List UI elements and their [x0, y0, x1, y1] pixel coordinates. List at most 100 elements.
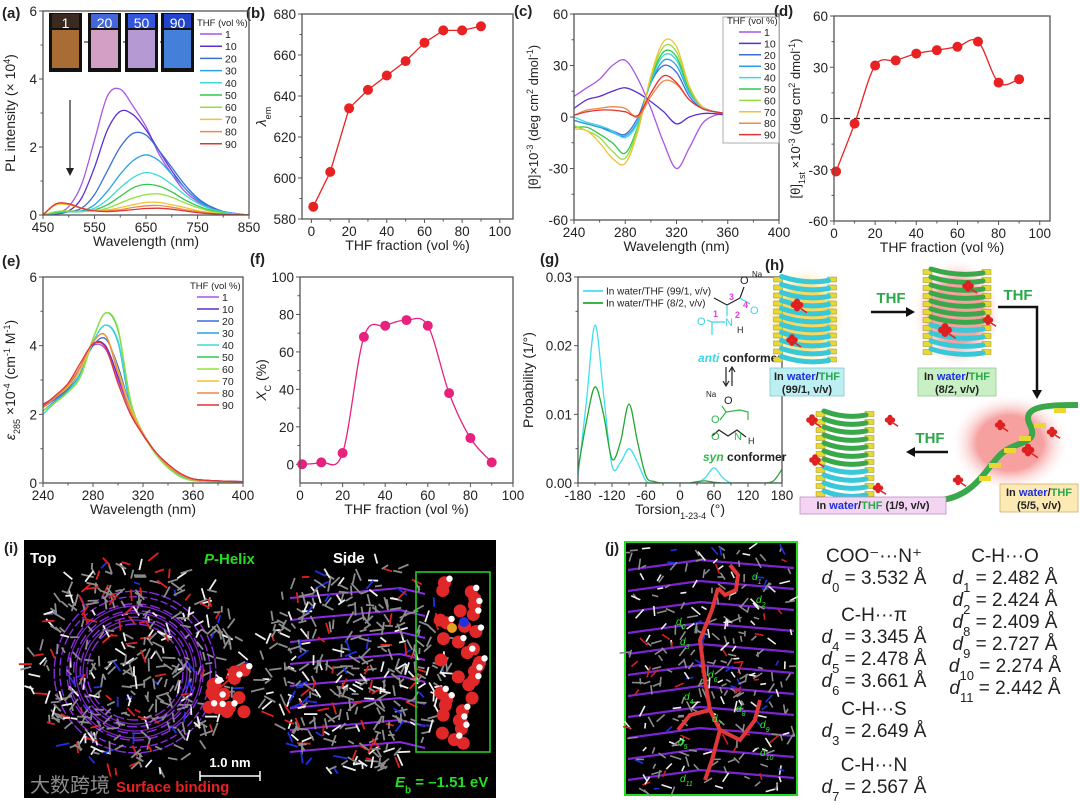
bond	[722, 553, 726, 559]
vial-label: 1	[62, 15, 70, 31]
bond	[327, 577, 332, 592]
legend-entry: 40	[764, 73, 776, 85]
helix-strand	[928, 298, 986, 309]
legend-entry: 80	[225, 127, 237, 139]
axis-label-part: -3	[787, 138, 797, 146]
binding-energy-label: Eb = –1.51 eV	[395, 774, 488, 796]
bond	[685, 701, 693, 713]
bond	[265, 691, 274, 695]
bond	[298, 639, 302, 651]
bond	[114, 767, 118, 776]
bond	[731, 616, 742, 623]
bond	[53, 703, 62, 712]
bond	[300, 716, 306, 727]
bond	[321, 603, 334, 611]
bond	[387, 648, 394, 661]
bond	[764, 737, 772, 748]
bond	[379, 761, 387, 769]
bond	[331, 724, 342, 732]
data-point	[400, 56, 411, 67]
bond	[760, 682, 767, 686]
bond	[688, 749, 697, 753]
legend-entry: 60	[222, 364, 234, 376]
distance-value: d10 = 2.274 Å	[949, 656, 1062, 683]
bond	[725, 678, 731, 683]
bond	[738, 680, 747, 685]
y-tick-label: 4	[29, 72, 37, 87]
y-tick-label: 80	[279, 307, 294, 322]
bond	[718, 719, 725, 726]
bond	[628, 552, 633, 562]
bond	[80, 605, 89, 616]
distance-marker: d6	[708, 670, 718, 684]
bond	[399, 684, 409, 690]
bond	[635, 608, 645, 619]
bond	[431, 664, 439, 669]
bond	[296, 727, 309, 731]
bond	[173, 679, 180, 691]
bond	[385, 599, 389, 608]
bond	[173, 589, 177, 597]
bond	[73, 593, 79, 607]
axis-label-part: -1	[2, 325, 12, 333]
bond	[317, 636, 326, 643]
bond	[395, 662, 407, 671]
bond	[325, 622, 331, 635]
bond	[115, 562, 127, 570]
axis-label-part: X	[253, 391, 269, 402]
bond	[90, 712, 93, 721]
bond	[685, 676, 694, 680]
helix-strand	[928, 266, 986, 277]
axis-label-part: ε	[2, 433, 18, 440]
x-tick-label: 40	[379, 224, 394, 239]
bond	[147, 658, 150, 672]
bond	[650, 639, 662, 645]
bond	[350, 635, 362, 641]
bond	[681, 765, 686, 772]
distance-marker: d9	[760, 720, 770, 734]
bond	[347, 756, 360, 765]
bond	[707, 618, 717, 624]
bond	[63, 571, 73, 580]
data-point	[457, 25, 468, 36]
legend-entry: 10	[222, 304, 234, 316]
vial-photo: 50	[125, 13, 158, 72]
bond	[771, 672, 774, 682]
x-tick-label: 450	[32, 220, 55, 235]
helix-strand	[779, 346, 831, 357]
bond	[784, 708, 789, 714]
atom-sphere	[237, 705, 251, 719]
bond	[355, 724, 361, 733]
bond	[369, 664, 375, 672]
vial-solution	[52, 30, 79, 68]
bond	[102, 557, 111, 566]
bond	[303, 682, 316, 692]
bond	[779, 543, 786, 555]
x-axis-label: THF fraction (vol %)	[344, 501, 468, 517]
bond	[54, 693, 61, 700]
bond	[727, 653, 737, 657]
bond	[665, 762, 673, 770]
bond	[254, 632, 266, 641]
data-point	[362, 84, 373, 95]
bond	[165, 691, 172, 701]
bond	[686, 614, 699, 619]
legend-title: THF (vol %)	[197, 18, 248, 29]
bond	[323, 596, 333, 607]
bond	[331, 702, 337, 715]
y-tick-label: 60	[279, 345, 294, 360]
bond	[629, 549, 638, 552]
atom-number: 2	[735, 310, 740, 320]
helix-assembly	[815, 408, 875, 499]
bond	[381, 715, 385, 723]
bond	[303, 601, 310, 612]
legend-entry: 60	[764, 95, 776, 107]
bond	[108, 595, 118, 606]
bond	[137, 715, 147, 721]
series-line-In-water-THF-8-2-v-v-	[578, 386, 782, 483]
bond	[712, 659, 717, 665]
bond	[768, 585, 776, 593]
bond	[104, 707, 112, 716]
helix-strand	[928, 314, 986, 325]
axis-label-part: THF fraction (vol %)	[880, 239, 1004, 255]
